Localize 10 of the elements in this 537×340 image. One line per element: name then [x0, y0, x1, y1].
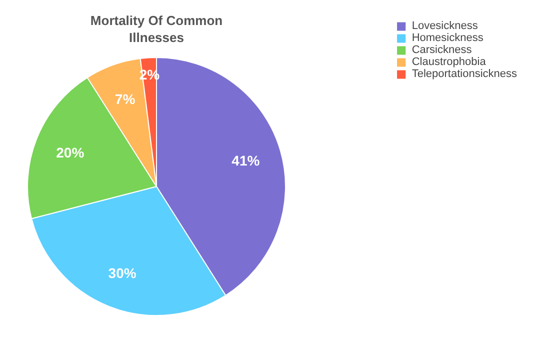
legend-label: Lovesickness: [412, 20, 478, 32]
legend-label: Claustrophobia: [412, 56, 486, 68]
data-label: 7%: [114, 91, 136, 108]
legend-label: Teleportationsickness: [412, 68, 517, 80]
legend-label: Homesickness: [412, 32, 484, 44]
data-label: 30%: [108, 264, 137, 281]
chart-title: Mortality Of Common Illnesses: [90, 13, 223, 45]
data-label: 20%: [56, 144, 85, 160]
legend-label: Carsickness: [412, 44, 472, 56]
data-label: 41%: [232, 152, 260, 169]
